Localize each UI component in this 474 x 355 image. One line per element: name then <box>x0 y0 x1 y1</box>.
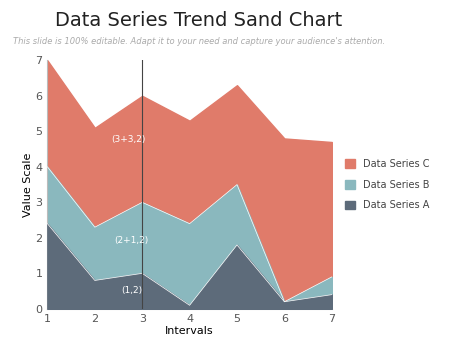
Text: (1,2): (1,2) <box>121 286 142 295</box>
Text: (3+3,2): (3+3,2) <box>111 135 146 144</box>
X-axis label: Intervals: Intervals <box>165 327 214 337</box>
Text: Data Series Trend Sand Chart: Data Series Trend Sand Chart <box>55 11 343 30</box>
Legend: Data Series C, Data Series B, Data Series A: Data Series C, Data Series B, Data Serie… <box>342 156 432 213</box>
Y-axis label: Value Scale: Value Scale <box>23 152 33 217</box>
Text: (2+1,2): (2+1,2) <box>114 236 148 245</box>
Text: This slide is 100% editable. Adapt it to your need and capture your audience's a: This slide is 100% editable. Adapt it to… <box>13 37 385 46</box>
